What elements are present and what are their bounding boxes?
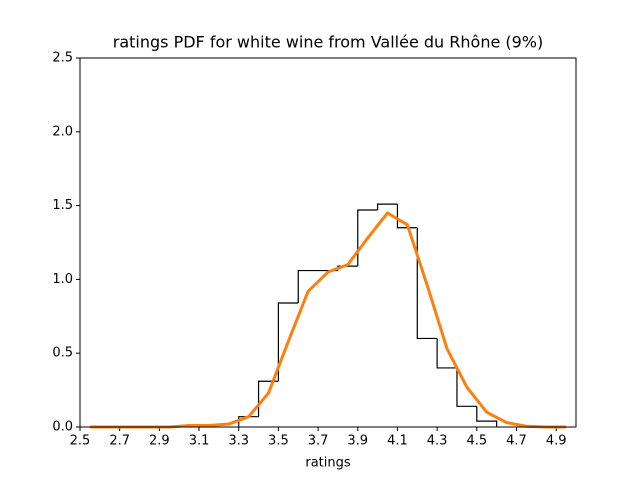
x-tick-label: 3.3 <box>228 434 249 449</box>
histogram-bin <box>476 406 498 427</box>
histogram-bin <box>277 302 299 382</box>
y-tick-label: 2.0 <box>52 124 73 139</box>
histogram-bin <box>297 269 319 304</box>
x-tick-label: 3.1 <box>189 434 210 449</box>
x-axis-label: ratings <box>305 456 351 471</box>
histogram-bin <box>436 338 457 369</box>
plot-frame <box>79 57 577 428</box>
x-tick-label: 4.5 <box>466 434 487 449</box>
histogram-bin <box>357 209 378 267</box>
y-tick-label: 1.5 <box>52 198 73 213</box>
x-tick-label: 2.9 <box>149 434 170 449</box>
y-tick-label: 2.5 <box>52 51 73 66</box>
histogram-bin <box>416 227 438 340</box>
histogram-bin <box>396 204 418 229</box>
x-tick-label: 4.9 <box>546 434 567 449</box>
y-tick-label: 1.0 <box>52 272 73 287</box>
x-tick-label: 2.5 <box>70 434 91 449</box>
x-tick-label: 3.9 <box>347 434 368 449</box>
histogram-bin <box>456 367 477 407</box>
x-tick-label: 4.3 <box>427 434 448 449</box>
x-tick-label: 3.5 <box>268 434 289 449</box>
histogram-bin <box>238 416 259 427</box>
y-tick-label: 0.5 <box>52 346 73 361</box>
histogram-bin <box>377 203 398 211</box>
chart-title: ratings PDF for white wine from Vallée d… <box>113 33 544 52</box>
x-tick-label: 3.7 <box>308 434 329 449</box>
x-tick-label: 4.1 <box>387 434 408 449</box>
y-tick-label: 0.0 <box>52 420 73 435</box>
x-tick-label: 4.7 <box>506 434 527 449</box>
x-tick-label: 2.7 <box>109 434 130 449</box>
